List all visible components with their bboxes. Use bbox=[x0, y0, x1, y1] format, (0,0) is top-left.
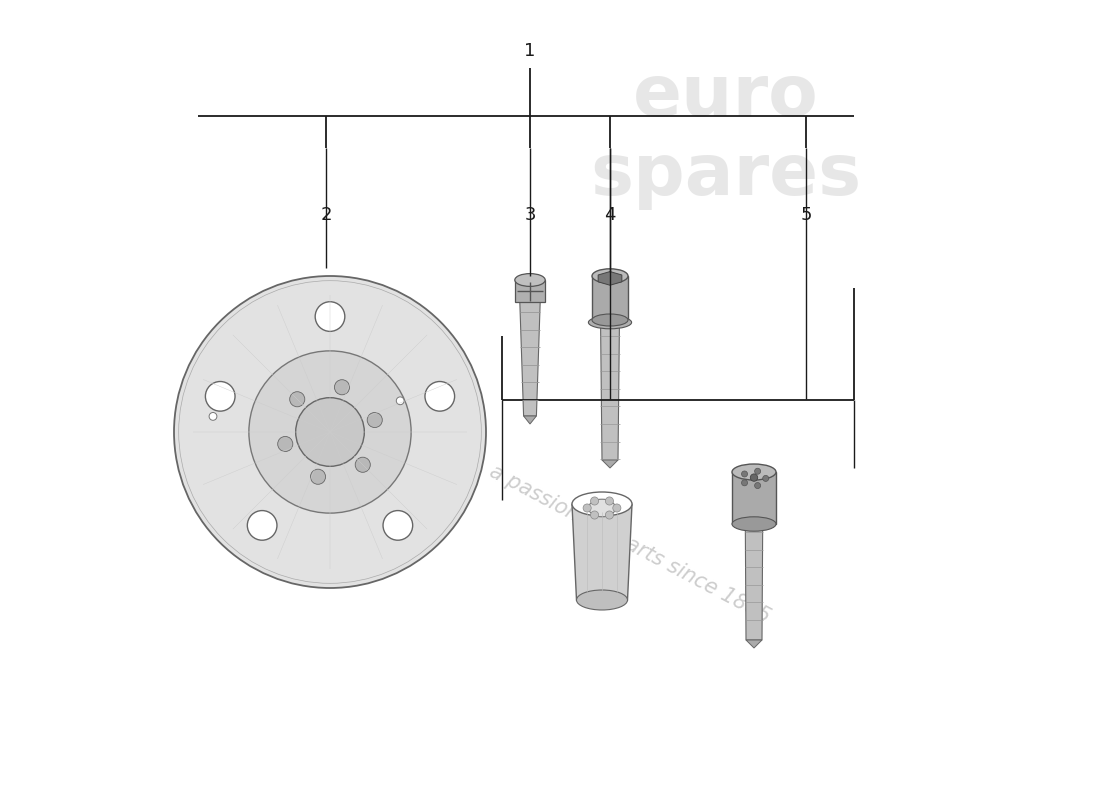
Text: a passion for parts since 1885: a passion for parts since 1885 bbox=[486, 462, 773, 626]
Circle shape bbox=[367, 413, 383, 427]
Circle shape bbox=[355, 458, 371, 472]
Text: 2: 2 bbox=[320, 206, 332, 224]
Circle shape bbox=[249, 351, 411, 513]
Circle shape bbox=[174, 276, 486, 588]
Circle shape bbox=[425, 382, 454, 411]
Ellipse shape bbox=[588, 316, 631, 329]
Circle shape bbox=[310, 470, 326, 484]
Text: 3: 3 bbox=[525, 206, 536, 224]
Text: 1: 1 bbox=[525, 42, 536, 60]
Polygon shape bbox=[519, 296, 540, 416]
Polygon shape bbox=[746, 640, 762, 648]
Ellipse shape bbox=[576, 590, 627, 610]
Ellipse shape bbox=[572, 492, 632, 516]
Circle shape bbox=[755, 468, 760, 474]
Text: 5: 5 bbox=[801, 206, 812, 224]
Circle shape bbox=[591, 497, 598, 505]
Bar bbox=[592, 276, 628, 320]
Ellipse shape bbox=[732, 464, 775, 480]
Text: euro
spares: euro spares bbox=[591, 62, 861, 210]
Circle shape bbox=[289, 392, 305, 406]
Circle shape bbox=[296, 398, 364, 466]
Polygon shape bbox=[601, 308, 619, 460]
Circle shape bbox=[396, 397, 404, 405]
Bar bbox=[515, 280, 546, 302]
Circle shape bbox=[206, 382, 235, 411]
Circle shape bbox=[383, 510, 412, 540]
Circle shape bbox=[750, 474, 758, 482]
Circle shape bbox=[591, 511, 598, 519]
Ellipse shape bbox=[592, 314, 628, 326]
Circle shape bbox=[334, 380, 350, 394]
Ellipse shape bbox=[732, 517, 775, 531]
Ellipse shape bbox=[515, 274, 546, 286]
Polygon shape bbox=[572, 504, 632, 600]
Circle shape bbox=[209, 413, 217, 420]
Circle shape bbox=[755, 482, 760, 489]
Circle shape bbox=[762, 475, 769, 482]
Polygon shape bbox=[598, 271, 622, 286]
Polygon shape bbox=[745, 508, 762, 640]
Circle shape bbox=[248, 510, 277, 540]
Circle shape bbox=[583, 504, 591, 512]
Circle shape bbox=[741, 480, 748, 486]
Circle shape bbox=[605, 497, 614, 505]
Ellipse shape bbox=[588, 499, 616, 517]
Circle shape bbox=[613, 504, 620, 512]
Text: 4: 4 bbox=[604, 206, 616, 224]
Circle shape bbox=[605, 511, 614, 519]
Circle shape bbox=[277, 437, 293, 451]
Polygon shape bbox=[602, 460, 618, 468]
Ellipse shape bbox=[592, 269, 628, 283]
Bar bbox=[732, 472, 775, 524]
Polygon shape bbox=[524, 416, 537, 424]
Circle shape bbox=[316, 302, 344, 331]
Circle shape bbox=[741, 471, 748, 477]
